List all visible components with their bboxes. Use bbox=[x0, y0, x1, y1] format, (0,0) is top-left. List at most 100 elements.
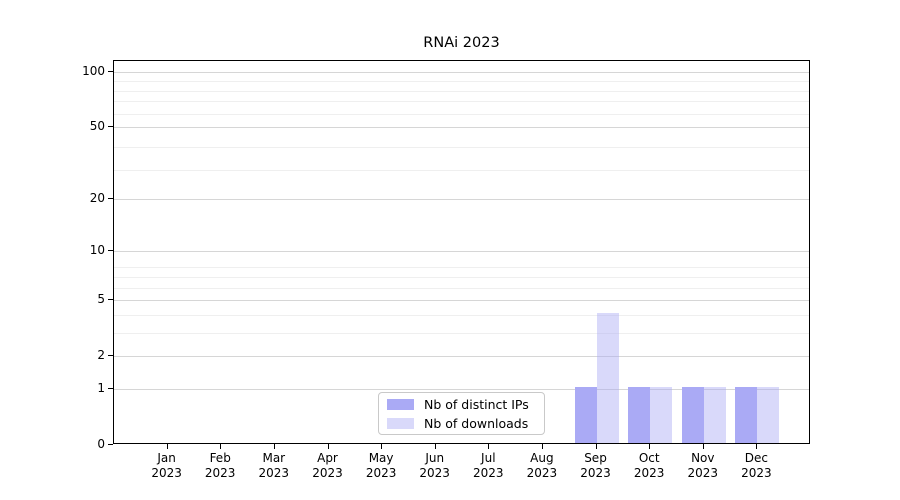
x-tick-label: Jul 2023 bbox=[456, 451, 520, 481]
minor-gridline bbox=[114, 101, 809, 103]
x-tick-mark bbox=[381, 444, 383, 449]
x-tick-month: Sep bbox=[584, 451, 607, 465]
minor-gridline bbox=[114, 146, 809, 148]
y-tick-mark bbox=[108, 126, 113, 128]
y-tick-mark bbox=[108, 444, 113, 445]
x-tick-month: Jan bbox=[157, 451, 176, 465]
bar-downloads bbox=[650, 386, 673, 443]
y-tick-label: 2 bbox=[97, 348, 105, 363]
major-gridline bbox=[114, 300, 809, 302]
major-gridline bbox=[114, 127, 809, 129]
x-tick-mark bbox=[166, 444, 168, 449]
x-tick-label: Aug 2023 bbox=[510, 451, 574, 481]
x-tick-year: 2023 bbox=[741, 466, 772, 480]
major-gridline bbox=[114, 198, 809, 200]
x-tick-month: Nov bbox=[691, 451, 715, 465]
y-tick-label: 0 bbox=[97, 437, 105, 451]
y-tick-mark bbox=[108, 250, 113, 252]
legend: Nb of distinct IPs Nb of downloads bbox=[378, 392, 545, 435]
minor-gridline bbox=[114, 314, 809, 316]
y-tick-label: 50 bbox=[89, 119, 105, 134]
x-tick-year: 2023 bbox=[365, 466, 397, 480]
x-tick-mark bbox=[649, 444, 651, 449]
y-tick-label: 10 bbox=[89, 243, 105, 258]
bar-distinct-ips bbox=[628, 386, 651, 443]
x-tick-label: Apr 2023 bbox=[296, 451, 360, 481]
bar-downloads bbox=[596, 312, 619, 443]
x-tick-month: Jul bbox=[481, 451, 496, 465]
x-tick-year: 2023 bbox=[258, 466, 290, 480]
x-tick-label: Dec 2023 bbox=[724, 451, 788, 481]
legend-item-distinct-ips: Nb of distinct IPs bbox=[387, 396, 536, 412]
y-tick-label: 100 bbox=[82, 63, 105, 78]
x-tick-mark bbox=[220, 444, 222, 449]
bar-downloads bbox=[703, 386, 726, 443]
x-tick-mark bbox=[595, 444, 597, 449]
x-tick-mark bbox=[273, 444, 275, 449]
bar-distinct-ips bbox=[574, 386, 597, 443]
y-tick-label: 1 bbox=[97, 380, 105, 395]
x-tick-mark bbox=[434, 444, 436, 449]
x-tick-label: May 2023 bbox=[349, 451, 413, 481]
y-tick-label: 20 bbox=[89, 190, 105, 205]
y-tick-mark bbox=[108, 387, 113, 389]
x-tick-year: 2023 bbox=[204, 466, 236, 480]
minor-gridline bbox=[114, 287, 809, 289]
legend-label-downloads: Nb of downloads bbox=[424, 415, 529, 431]
legend-swatch-downloads bbox=[387, 417, 414, 429]
x-tick-month: Oct bbox=[638, 451, 660, 465]
x-tick-label: Jan 2023 bbox=[135, 451, 199, 481]
bar-downloads bbox=[757, 386, 780, 443]
minor-gridline bbox=[114, 170, 809, 171]
x-tick-mark bbox=[702, 444, 704, 449]
x-tick-mark bbox=[488, 444, 490, 449]
x-tick-year: 2023 bbox=[419, 466, 450, 480]
minor-gridline bbox=[114, 267, 809, 269]
x-tick-month: May bbox=[368, 451, 394, 465]
x-tick-label: Nov 2023 bbox=[671, 451, 735, 481]
x-tick-year: 2023 bbox=[473, 466, 504, 480]
y-tick-mark bbox=[108, 197, 113, 199]
x-tick-mark bbox=[756, 444, 758, 449]
x-tick-label: Jun 2023 bbox=[403, 451, 467, 481]
x-tick-label: Sep 2023 bbox=[564, 451, 628, 481]
x-tick-label: Oct 2023 bbox=[617, 451, 681, 481]
x-tick-month: Feb bbox=[209, 451, 231, 465]
x-tick-label: Mar 2023 bbox=[242, 451, 306, 481]
major-gridline bbox=[114, 71, 809, 73]
chart-title: RNAi 2023 bbox=[423, 35, 500, 51]
bar-distinct-ips bbox=[681, 386, 704, 443]
minor-gridline bbox=[114, 332, 809, 334]
y-tick-mark bbox=[108, 355, 113, 357]
x-tick-mark bbox=[327, 444, 329, 449]
bar-distinct-ips bbox=[735, 386, 758, 443]
x-tick-month: Jun bbox=[425, 451, 445, 465]
x-tick-mark bbox=[541, 444, 543, 449]
x-tick-year: 2023 bbox=[687, 466, 719, 480]
x-tick-month: Apr bbox=[317, 451, 338, 465]
minor-gridline bbox=[114, 113, 809, 115]
x-tick-year: 2023 bbox=[633, 466, 665, 480]
y-tick-mark bbox=[108, 70, 113, 72]
y-tick-mark bbox=[108, 299, 113, 301]
x-tick-year: 2023 bbox=[151, 466, 182, 480]
major-gridline bbox=[114, 251, 809, 253]
x-tick-year: 2023 bbox=[580, 466, 611, 480]
legend-label-distinct-ips: Nb of distinct IPs bbox=[424, 396, 529, 412]
x-tick-year: 2023 bbox=[312, 466, 343, 480]
plot-area bbox=[113, 60, 810, 444]
legend-swatch-distinct-ips bbox=[387, 398, 414, 410]
x-tick-label: Feb 2023 bbox=[188, 451, 252, 481]
x-tick-month: Mar bbox=[262, 451, 286, 465]
major-gridline bbox=[114, 356, 809, 358]
major-gridline bbox=[114, 388, 809, 390]
x-tick-year: 2023 bbox=[526, 466, 558, 480]
x-tick-month: Aug bbox=[530, 451, 554, 465]
minor-gridline bbox=[114, 276, 809, 278]
y-tick-label: 5 bbox=[97, 292, 105, 307]
minor-gridline bbox=[114, 81, 809, 83]
x-tick-month: Dec bbox=[744, 451, 768, 465]
minor-gridline bbox=[114, 90, 809, 92]
legend-item-downloads: Nb of downloads bbox=[387, 415, 536, 431]
